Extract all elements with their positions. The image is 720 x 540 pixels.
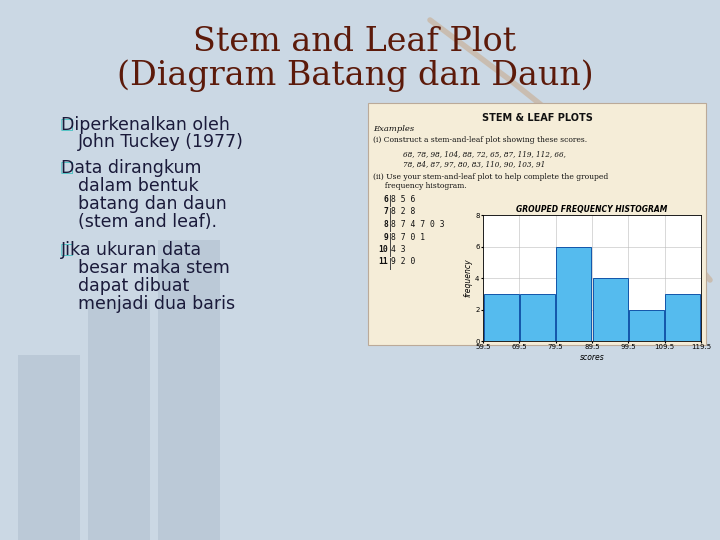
Text: Jika ukuran data: Jika ukuran data	[61, 241, 202, 259]
Text: 8 5 6: 8 5 6	[391, 195, 415, 204]
Text: (ii) Use your stem-and-leaf plot to help complete the grouped: (ii) Use your stem-and-leaf plot to help…	[373, 173, 608, 181]
Text: (stem and leaf).: (stem and leaf).	[78, 213, 217, 231]
Text: Stem and Leaf Plot: Stem and Leaf Plot	[194, 26, 516, 58]
Text: frequency histogram.: frequency histogram.	[373, 182, 467, 190]
Text: 8 7 0 1: 8 7 0 1	[391, 233, 425, 241]
Text: □: □	[60, 118, 74, 132]
Bar	[593, 278, 628, 341]
Text: (i) Construct a stem-and-leaf plot showing these scores.: (i) Construct a stem-and-leaf plot showi…	[373, 136, 587, 144]
Text: dapat dibuat: dapat dibuat	[78, 277, 189, 295]
Text: 8 2 8: 8 2 8	[391, 207, 415, 217]
FancyBboxPatch shape	[368, 103, 706, 345]
Text: 11: 11	[378, 258, 388, 267]
Bar	[520, 294, 555, 341]
Y-axis label: frequency: frequency	[463, 259, 472, 298]
Title: GROUPED FREQUENCY HISTOGRAM: GROUPED FREQUENCY HISTOGRAM	[516, 205, 667, 214]
Text: John Tuckey (1977): John Tuckey (1977)	[78, 133, 244, 151]
Text: Data dirangkum: Data dirangkum	[61, 159, 202, 177]
Bar	[629, 309, 664, 341]
Text: 7: 7	[383, 207, 388, 217]
Text: dalam bentuk: dalam bentuk	[78, 177, 199, 195]
Text: 10: 10	[378, 245, 388, 254]
Text: 68, 78, 98, 104, 88, 72, 65, 87, 119, 112, 66,: 68, 78, 98, 104, 88, 72, 65, 87, 119, 11…	[403, 150, 566, 158]
Text: Examples: Examples	[373, 125, 414, 133]
Text: □: □	[60, 160, 74, 176]
Text: Diperkenalkan oleh: Diperkenalkan oleh	[61, 116, 230, 134]
Bar	[88, 300, 150, 540]
Text: □: □	[60, 242, 74, 258]
Text: 6: 6	[383, 195, 388, 204]
X-axis label: scores: scores	[580, 353, 604, 362]
Bar	[158, 240, 220, 540]
Text: menjadi dua baris: menjadi dua baris	[78, 295, 235, 313]
Text: (Diagram Batang dan Daun): (Diagram Batang dan Daun)	[117, 60, 593, 92]
Text: 4 3: 4 3	[391, 245, 405, 254]
Text: STEM & LEAF PLOTS: STEM & LEAF PLOTS	[482, 113, 593, 123]
Text: 9 2 0: 9 2 0	[391, 258, 415, 267]
Text: batang dan daun: batang dan daun	[78, 195, 227, 213]
Bar	[18, 355, 80, 540]
Text: 78, 84, 87, 97, 80, 83, 110, 90, 103, 91: 78, 84, 87, 97, 80, 83, 110, 90, 103, 91	[403, 160, 545, 168]
Bar	[665, 294, 701, 341]
Text: 9: 9	[383, 233, 388, 241]
Text: besar maka stem: besar maka stem	[78, 259, 230, 277]
Bar	[484, 294, 519, 341]
Text: 8 7 4 7 0 3: 8 7 4 7 0 3	[391, 220, 445, 229]
Text: 8: 8	[383, 220, 388, 229]
Bar	[557, 247, 591, 341]
